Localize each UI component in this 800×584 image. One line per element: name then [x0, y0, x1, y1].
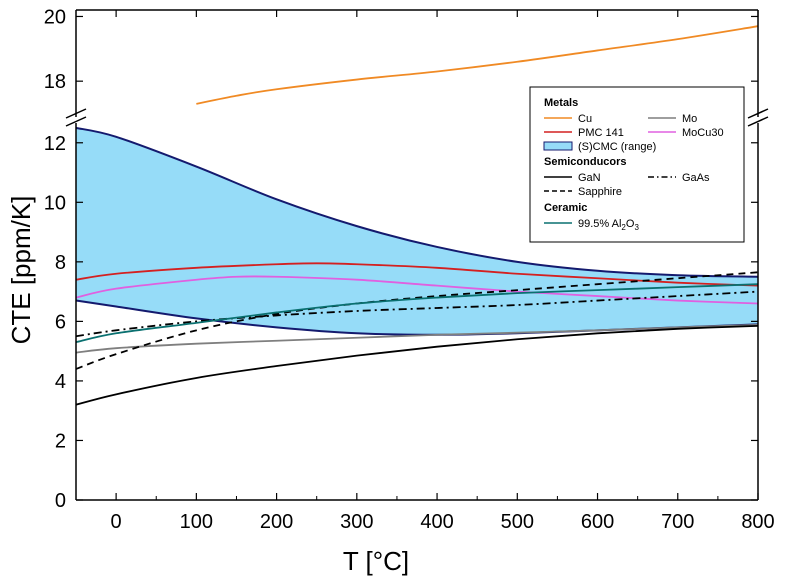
- y-tick-label-18: 18: [44, 71, 66, 93]
- y-tick-label-12: 12: [44, 133, 66, 155]
- x-tick-label-700: 700: [661, 511, 694, 533]
- legend-heading-semiconducors: Semiconducors: [544, 156, 627, 168]
- series-line-gaas: [75, 290, 759, 338]
- x-tick-label-200: 200: [260, 511, 293, 533]
- legend-alumina-part-3: 3: [634, 223, 639, 232]
- legend-label-cu: Cu: [578, 113, 592, 125]
- scmc-band-fill: [76, 127, 758, 335]
- series-line-pmc-141: [75, 262, 759, 287]
- x-tick-label-800: 800: [741, 511, 774, 533]
- y-tick-label-4: 4: [55, 371, 66, 393]
- legend-alumina-part-2: O: [626, 218, 635, 230]
- y-tick-label-6: 6: [55, 311, 66, 333]
- legend-heading-metals: Metals: [544, 97, 578, 109]
- x-tick-label-100: 100: [180, 511, 213, 533]
- series-line-cu: [196, 25, 759, 105]
- legend-box: [529, 86, 745, 243]
- legend-heading-ceramic: Ceramic: [544, 202, 587, 214]
- legend-label-pmc-141: PMC 141: [578, 127, 624, 139]
- legend-label-sapphire: Sapphire: [578, 186, 622, 198]
- scmc-band-upper-edge: [75, 126, 759, 278]
- y-axis-title: CTE [ppm/K]: [6, 196, 36, 345]
- x-tick-label-500: 500: [501, 511, 534, 533]
- x-axis-title: T [°C]: [343, 546, 409, 576]
- series-layer: [75, 25, 759, 406]
- axis-break-mark-left-2: [65, 116, 87, 127]
- legend-label-gaas: GaAs: [682, 172, 710, 184]
- axis-break-mark-right-1: [747, 108, 769, 119]
- legend-label-gan: GaN: [578, 172, 601, 184]
- legend-label-mocu30: MoCu30: [682, 127, 724, 139]
- y-tick-label-0: 0: [55, 490, 66, 512]
- series-line-gan: [75, 324, 759, 406]
- legend-label-s-cmc-range: (S)CMC (range): [578, 141, 656, 153]
- y-tick-label-20: 20: [44, 6, 66, 28]
- series-line-99-5-al2o3: [75, 283, 759, 344]
- axis-break-mark-left-1: [65, 108, 87, 119]
- x-tick-label-300: 300: [340, 511, 373, 533]
- legend-alumina-part-0: 99.5% Al: [578, 218, 621, 230]
- legend-label-99-5-al2o3: 99.5% Al2O3: [578, 218, 639, 232]
- series-line-mo: [75, 324, 759, 354]
- x-tick-label-0: 0: [111, 511, 122, 533]
- y-tick-label-10: 10: [44, 192, 66, 214]
- axes-layer: [65, 9, 769, 501]
- legend-alumina-part-1: 2: [621, 223, 626, 232]
- axis-break-mark-right-2: [747, 116, 769, 127]
- legend-label-mo: Mo: [682, 113, 697, 125]
- series-line-mocu30: [75, 275, 759, 305]
- y-tick-label-2: 2: [55, 430, 66, 452]
- x-tick-label-400: 400: [420, 511, 453, 533]
- legend-swatch-s-cmc-range: [543, 141, 573, 151]
- tick-layer: 0 100 200 300 400 500 600 700 800 0 2 4 6 8 10 12 18 20: [44, 6, 775, 533]
- x-tick-label-600: 600: [581, 511, 614, 533]
- y-tick-label-8: 8: [55, 252, 66, 274]
